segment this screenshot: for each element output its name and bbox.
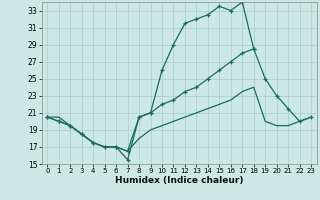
X-axis label: Humidex (Indice chaleur): Humidex (Indice chaleur) bbox=[115, 176, 244, 185]
